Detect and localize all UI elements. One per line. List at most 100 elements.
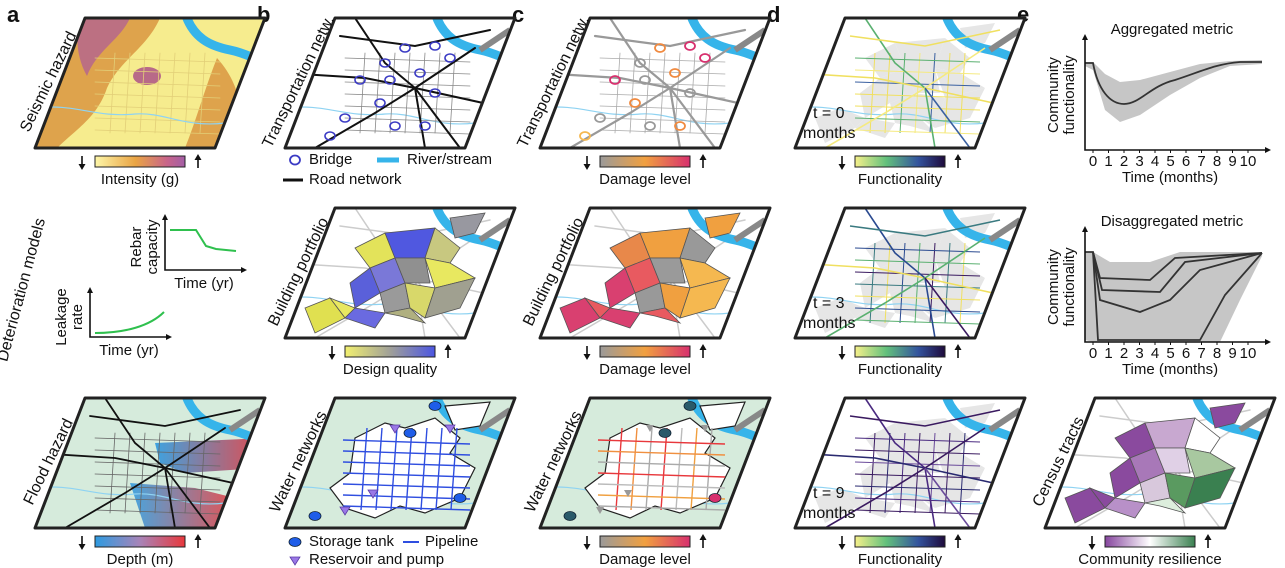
arrow-head [584,544,591,550]
arrow-head [79,164,86,170]
axis-label: Time (months) [1122,361,1218,378]
time-label: months [803,315,855,332]
colorbar-label: Damage level [599,551,691,568]
arrow-head [700,154,707,160]
arrow-head [445,344,452,350]
arrow-head [700,344,707,350]
x-tick-label: 3 [1135,345,1143,362]
axis-label: Community [1045,57,1062,133]
arrow-head [839,164,846,170]
colorbar [855,536,945,547]
arrow-head [839,354,846,360]
page: { "panel_a": { "letter": "a", "seismic":… [0,0,1285,568]
x-tick-label: 9 [1228,153,1236,170]
legend-label: Bridge [309,151,352,168]
axis-label: capacity [144,219,161,275]
x-tick-label: 5 [1166,153,1174,170]
curve [95,312,164,333]
uncertainty-band [1085,60,1262,122]
x-tick-label: 7 [1197,345,1205,362]
axis-label: functionality [1061,247,1078,327]
x-tick-label: 0 [1089,153,1097,170]
x-tick-label: 2 [1120,153,1128,170]
time-label: t = 3 [813,295,845,312]
colorbar [1105,536,1195,547]
panel-letter: a [7,2,20,27]
reservoir [290,557,300,565]
colorbar [95,156,185,167]
legend-label: Reservoir and pump [309,551,444,568]
figure: abcdeSeismic hazardIntensity (g)Deterior… [0,0,1285,568]
x-tick-label: 7 [1197,153,1205,170]
x-tick-label: 4 [1151,153,1159,170]
axis-label: Time (months) [1122,169,1218,186]
arrow-head [1089,544,1096,550]
colorbar [600,346,690,357]
colorbar-label: Depth (m) [107,551,174,568]
axis-label: Leakage [53,288,70,346]
x-tick-label: 9 [1228,345,1236,362]
map-content [1045,393,1285,528]
arrow-head [1205,534,1212,540]
colorbar-label: Functionality [858,551,943,568]
axis-label: functionality [1061,55,1078,135]
storage-tank [429,402,441,411]
hazard-zone [133,67,161,85]
colorbar-label: Damage level [599,171,691,188]
legend-label: Road network [309,171,402,188]
map [1045,393,1285,528]
colorbar [95,536,185,547]
x-tick-label: 10 [1240,153,1257,170]
arrow-head [195,534,202,540]
x-tick-label: 1 [1104,153,1112,170]
legend-bridge [290,156,300,165]
colorbar [345,346,435,357]
x-tick-label: 5 [1166,345,1174,362]
storage-tank [404,429,416,438]
colorbar [600,156,690,167]
map-content [35,393,275,528]
colorbar [600,536,690,547]
x-tick-label: 6 [1182,345,1190,362]
storage-tank [289,538,301,547]
arrow-head [79,544,86,550]
storage-tank [684,402,696,411]
arrow-head [955,344,962,350]
colorbar-label: Intensity (g) [101,171,179,188]
storage-tank [709,494,721,503]
x-tick-label: 8 [1213,153,1221,170]
x-tick-label: 0 [1089,345,1097,362]
arrow-head [955,154,962,160]
x-tick-label: 10 [1240,345,1257,362]
storage-tank [659,429,671,438]
map [35,393,275,528]
storage-tank [564,512,576,521]
axis-label: Community [1045,249,1062,325]
time-label: months [803,125,855,142]
colorbar [855,156,945,167]
colorbar [855,346,945,357]
time-label: t = 0 [813,105,845,122]
plot-title: Aggregated metric [1111,21,1234,38]
legend-label: Storage tank [309,533,395,550]
x-tick-label: 6 [1182,153,1190,170]
axis-label: Time (yr) [99,342,158,359]
axis-label: Time (yr) [174,275,233,292]
colorbar-label: Design quality [343,361,438,378]
colorbar-label: Community resilience [1078,551,1221,568]
axis-label: rate [69,304,86,330]
arrow-head [955,534,962,540]
storage-tank [309,512,321,521]
arrow-head [584,354,591,360]
colorbar-label: Damage level [599,361,691,378]
time-label: months [803,505,855,522]
storage-tank [454,494,466,503]
legend-label: River/stream [407,151,492,168]
side-label: Deterioration models [0,216,49,363]
arrow-head [195,154,202,160]
x-tick-label: 1 [1104,345,1112,362]
legend-label: Pipeline [425,533,478,550]
x-tick-label: 3 [1135,153,1143,170]
arrow-head [584,164,591,170]
x-tick-label: 2 [1120,345,1128,362]
